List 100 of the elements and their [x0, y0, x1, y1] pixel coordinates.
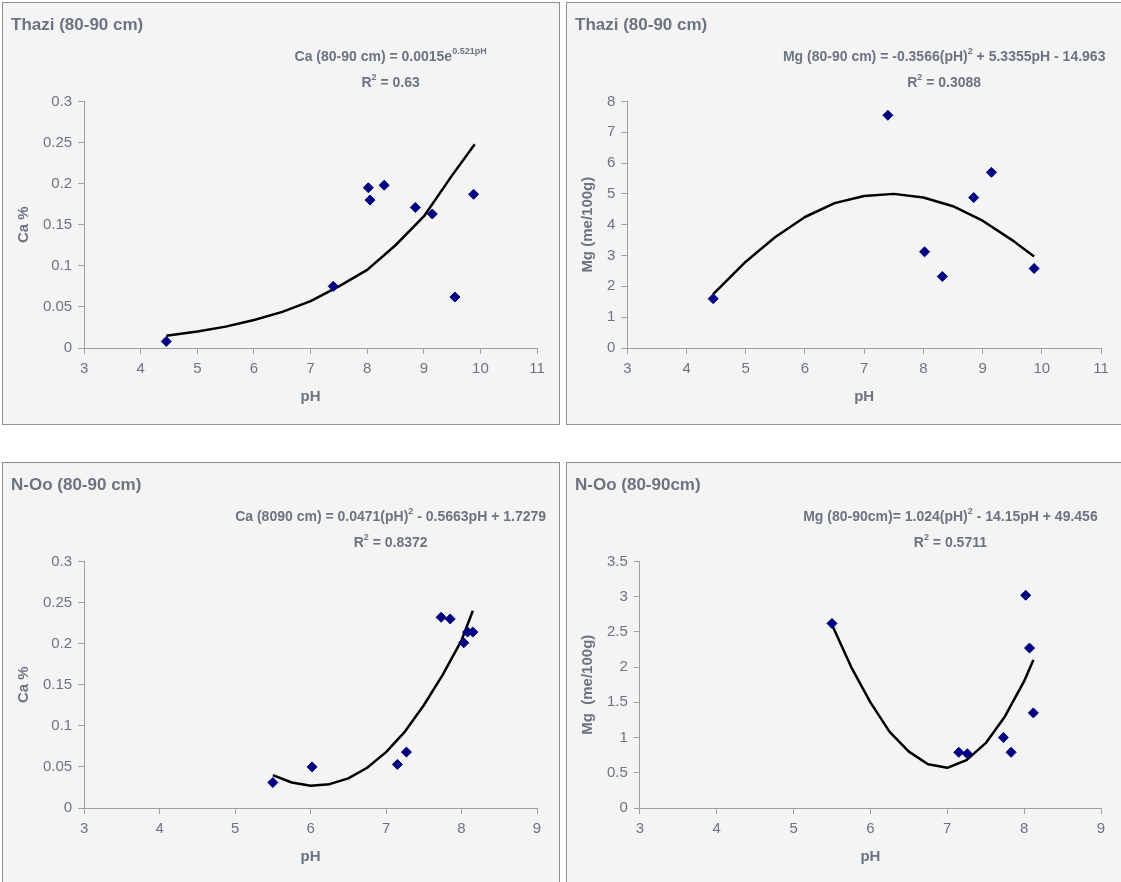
- x-tick-label: 11: [529, 359, 545, 377]
- point: [468, 188, 480, 200]
- x-tick-label: 7: [381, 819, 391, 837]
- y-axis-title: Ca %: [14, 666, 32, 704]
- y-tick-label: 1: [607, 307, 616, 325]
- point: [267, 777, 279, 789]
- x-tick-label: 7: [860, 359, 869, 377]
- point: [1020, 589, 1032, 601]
- x-tick-label: 6: [306, 819, 315, 837]
- point: [449, 291, 461, 303]
- y-tick-label: 2: [607, 276, 616, 294]
- x-axis-title: pH: [854, 387, 875, 405]
- point: [882, 109, 894, 121]
- x-tick-label: 10: [472, 359, 489, 377]
- x-tick-label: 8: [457, 819, 466, 837]
- point: [435, 611, 447, 623]
- y-tick-label: 0: [63, 798, 73, 816]
- x-tick-label: 5: [230, 819, 240, 837]
- y-tick-label: 0.05: [42, 297, 73, 315]
- chart-title: Thazi (80-90 cm): [575, 14, 708, 34]
- y-tick-label: 0.15: [42, 214, 73, 232]
- x-axis-title: pH: [300, 387, 321, 405]
- x-tick-label: 3: [635, 819, 645, 837]
- chart-title: N-Oo (80-90 cm): [11, 474, 142, 494]
- point: [327, 280, 339, 292]
- y-tick-label: 0.3: [51, 551, 73, 569]
- x-tick-label: 9: [978, 359, 987, 377]
- y-axis-title: Mg (me/100g): [578, 176, 596, 273]
- x-tick-label: 11: [1093, 359, 1109, 377]
- x-tick-label: 6: [249, 359, 259, 377]
- x-tick-label: 4: [682, 359, 691, 377]
- y-tick-label: 0.05: [42, 757, 73, 775]
- y-tick-label: 0.5: [606, 762, 628, 780]
- point: [985, 166, 997, 178]
- point: [1028, 262, 1040, 274]
- y-tick-label: 5: [607, 184, 616, 202]
- point: [936, 270, 948, 282]
- y-tick-label: 6: [607, 153, 616, 171]
- x-tick-label: 9: [532, 819, 542, 837]
- x-tick-label: 10: [1033, 359, 1051, 377]
- x-tick-label: 9: [419, 359, 428, 377]
- x-tick-label: 3: [80, 359, 89, 377]
- x-tick-label: 4: [712, 819, 721, 837]
- y-tick-label: 2.5: [606, 622, 628, 639]
- point: [1027, 707, 1039, 719]
- point: [458, 637, 470, 649]
- x-tick-label: 6: [800, 359, 810, 377]
- point: [444, 613, 456, 625]
- point: [378, 179, 390, 191]
- point: [953, 746, 965, 758]
- point: [707, 293, 719, 305]
- x-tick-label: 9: [1096, 819, 1106, 837]
- x-tick-label: 4: [155, 819, 164, 837]
- y-tick-label: 8: [607, 91, 616, 109]
- y-axis-title: Mg (me/100g): [578, 634, 596, 735]
- x-tick-label: 8: [363, 359, 372, 377]
- point: [1024, 642, 1036, 654]
- x-tick-label: 4: [136, 359, 145, 377]
- y-tick-label: 0: [619, 798, 628, 816]
- point: [391, 758, 403, 770]
- y-tick-label: 0.1: [51, 255, 73, 273]
- y-tick-label: 0.25: [42, 592, 73, 610]
- x-tick-label: 3: [80, 819, 89, 837]
- x-tick-label: 7: [943, 819, 952, 837]
- y-tick-label: 0.2: [51, 173, 73, 191]
- x-axis-title: pH: [300, 847, 321, 865]
- y-axis-title: Ca %: [14, 206, 32, 244]
- y-tick-label: 7: [607, 122, 616, 140]
- point: [997, 732, 1009, 744]
- y-tick-label: 1: [619, 727, 628, 745]
- x-tick-label: 5: [741, 359, 750, 377]
- y-tick-label: 0: [607, 338, 616, 356]
- point: [409, 201, 421, 213]
- point: [961, 748, 973, 760]
- point: [426, 208, 438, 220]
- point: [400, 746, 412, 758]
- y-tick-label: 3.5: [606, 551, 628, 569]
- point: [919, 246, 931, 258]
- chart-title: N-Oo (80-90cm): [575, 474, 701, 494]
- y-tick-label: 2: [619, 657, 628, 675]
- y-tick-label: 0.25: [42, 132, 73, 150]
- x-tick-label: 8: [919, 359, 928, 377]
- point: [160, 335, 172, 347]
- chart-title: Thazi (80-90 cm): [11, 14, 144, 34]
- y-tick-label: 1.5: [606, 692, 628, 710]
- y-tick-label: 0: [63, 338, 73, 356]
- y-tick-label: 0.3: [51, 91, 73, 109]
- x-tick-label: 5: [193, 359, 202, 377]
- y-tick-label: 3: [619, 586, 628, 604]
- point: [362, 182, 374, 194]
- x-tick-label: 7: [306, 359, 315, 377]
- y-tick-label: 0.15: [42, 674, 73, 692]
- point: [968, 192, 980, 204]
- y-tick-label: 4: [607, 214, 616, 232]
- x-tick-label: 5: [789, 819, 798, 837]
- x-axis-title: pH: [860, 847, 881, 865]
- point: [364, 194, 376, 206]
- y-tick-label: 0.2: [51, 633, 73, 651]
- point: [306, 761, 318, 773]
- y-tick-label: 3: [607, 245, 616, 263]
